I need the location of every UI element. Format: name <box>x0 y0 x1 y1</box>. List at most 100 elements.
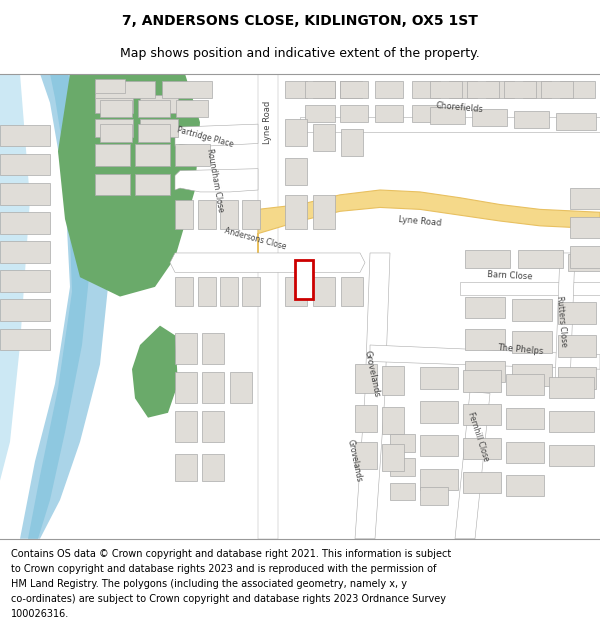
Bar <box>313 278 335 306</box>
Bar <box>512 364 552 386</box>
Text: HM Land Registry. The polygons (including the associated geometry, namely x, y: HM Land Registry. The polygons (includin… <box>11 579 407 589</box>
Bar <box>465 361 505 382</box>
Bar <box>506 374 544 396</box>
Bar <box>504 81 536 98</box>
Bar <box>420 401 458 422</box>
Bar <box>355 364 377 394</box>
Bar <box>486 81 514 98</box>
Bar <box>467 81 499 98</box>
Bar <box>570 217 600 238</box>
Bar <box>560 81 595 98</box>
Bar <box>420 368 458 389</box>
Bar <box>0 213 50 234</box>
Bar <box>100 124 132 141</box>
Polygon shape <box>20 74 110 539</box>
Bar <box>0 241 50 262</box>
Bar <box>242 278 260 306</box>
Bar <box>382 407 404 434</box>
Bar <box>449 81 477 98</box>
Bar <box>390 458 415 476</box>
Bar <box>135 174 170 195</box>
Bar <box>95 95 133 112</box>
Polygon shape <box>555 253 575 384</box>
Text: Lyne Road: Lyne Road <box>398 214 442 228</box>
Bar <box>230 372 252 403</box>
Polygon shape <box>175 169 258 192</box>
Bar <box>95 79 125 93</box>
Bar <box>175 278 193 306</box>
Bar <box>95 81 155 98</box>
Polygon shape <box>370 345 600 369</box>
Bar <box>198 200 216 229</box>
Bar <box>140 95 178 112</box>
Bar <box>340 105 368 122</box>
Bar <box>140 119 178 137</box>
Bar <box>412 105 440 122</box>
Text: Grovelands: Grovelands <box>346 439 364 484</box>
Bar <box>541 81 573 98</box>
Bar <box>198 278 216 306</box>
Bar <box>175 372 197 403</box>
Bar <box>220 278 238 306</box>
Bar <box>558 335 596 357</box>
Polygon shape <box>460 282 600 294</box>
Bar <box>390 434 415 451</box>
Polygon shape <box>300 118 600 132</box>
Polygon shape <box>355 253 390 539</box>
Bar <box>506 475 544 496</box>
Text: Lyne Road: Lyne Road <box>263 101 272 144</box>
Bar <box>202 411 224 442</box>
Bar <box>375 81 403 98</box>
Bar <box>463 404 501 426</box>
Bar <box>0 271 50 292</box>
Text: 100026316.: 100026316. <box>11 609 69 619</box>
Text: 7, ANDERSONS CLOSE, KIDLINGTON, OX5 1ST: 7, ANDERSONS CLOSE, KIDLINGTON, OX5 1ST <box>122 14 478 28</box>
Bar <box>242 200 260 229</box>
Polygon shape <box>258 74 278 539</box>
Polygon shape <box>0 74 30 481</box>
Bar <box>162 81 212 98</box>
Bar <box>295 260 313 299</box>
Bar <box>570 188 600 209</box>
Bar <box>556 112 596 130</box>
Bar <box>313 195 335 229</box>
Bar <box>202 333 224 364</box>
Bar <box>285 119 307 146</box>
Bar <box>420 469 458 490</box>
Polygon shape <box>175 124 258 146</box>
Text: Partridge Place: Partridge Place <box>176 125 234 149</box>
Text: Andersons Close: Andersons Close <box>223 226 287 251</box>
Polygon shape <box>258 190 600 253</box>
Bar <box>463 438 501 459</box>
Bar <box>568 254 600 271</box>
Bar <box>375 105 403 122</box>
Bar <box>175 200 193 229</box>
Bar <box>175 144 210 166</box>
Bar <box>220 200 238 229</box>
Bar <box>472 109 507 126</box>
Text: Barn Close: Barn Close <box>487 269 533 281</box>
Bar <box>175 411 197 442</box>
Bar <box>95 174 130 195</box>
Text: Roundham Close: Roundham Close <box>205 148 225 213</box>
Bar <box>0 183 50 204</box>
Bar <box>313 124 335 151</box>
Text: to Crown copyright and database rights 2023 and is reproduced with the permissio: to Crown copyright and database rights 2… <box>11 564 436 574</box>
Polygon shape <box>58 74 200 296</box>
Bar <box>0 154 50 176</box>
Bar <box>382 444 404 471</box>
Bar <box>138 100 170 118</box>
Bar <box>514 111 549 128</box>
Bar <box>135 144 170 166</box>
Bar <box>430 107 465 124</box>
Bar <box>549 445 594 466</box>
Bar <box>100 100 132 118</box>
Bar <box>412 81 440 98</box>
Bar <box>95 144 130 166</box>
Text: Fernhill Close: Fernhill Close <box>466 411 490 463</box>
Bar <box>0 329 50 350</box>
Text: Chorefields: Chorefields <box>436 101 484 114</box>
Polygon shape <box>170 253 365 272</box>
Polygon shape <box>28 74 92 539</box>
Bar <box>523 81 551 98</box>
